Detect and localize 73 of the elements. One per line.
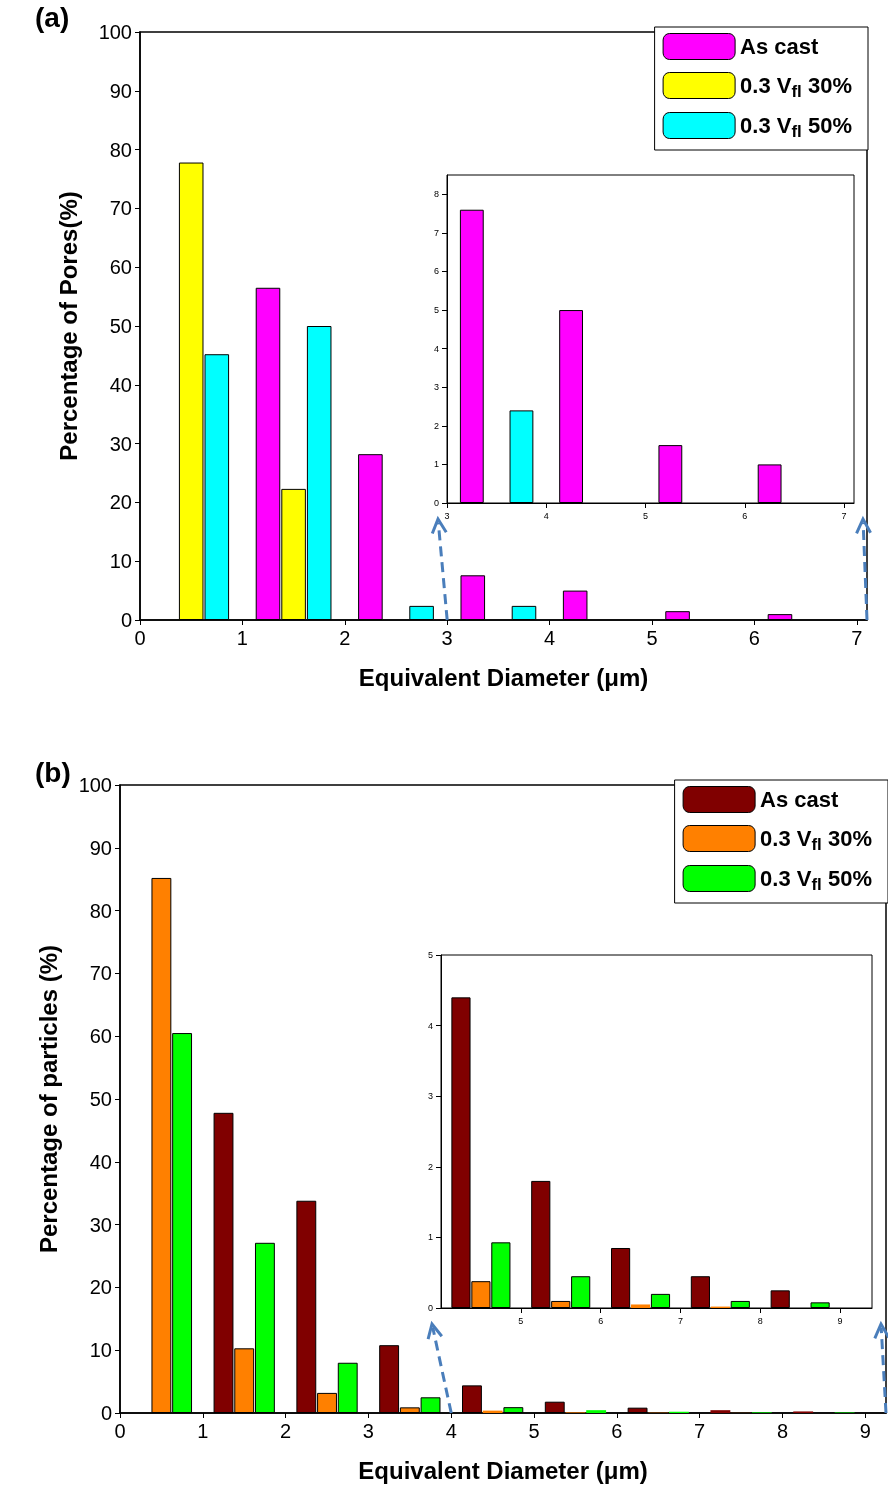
y-tick-label: 80: [89, 899, 112, 922]
y-tick-label: 100: [98, 21, 132, 43]
x-tick-label: 2: [280, 1420, 292, 1442]
y-tick-label: 20: [89, 1276, 112, 1299]
x-tick-label: 8: [776, 1420, 789, 1442]
x-tick-label: 8: [757, 1315, 763, 1326]
y-tick-label: 90: [109, 79, 132, 102]
y-tick-label: 8: [433, 189, 439, 200]
y-tick-label: 1: [433, 459, 439, 470]
y-tick-label: 3: [427, 1091, 433, 1102]
chart-title: (b): [35, 756, 71, 788]
y-tick-label: 2: [427, 1161, 433, 1172]
y-tick-label: 0: [120, 609, 132, 631]
x-tick-label: 2: [339, 627, 351, 649]
y-tick-label: 0: [427, 1303, 433, 1313]
y-tick-label: 30: [89, 1213, 112, 1236]
y-tick-label: 2: [433, 420, 439, 431]
y-tick-label: 50: [89, 1088, 112, 1110]
x-tick-label: 0: [134, 627, 146, 649]
y-tick-label: 20: [109, 491, 132, 514]
y-tick-label: 40: [109, 373, 132, 396]
legend-label: As cast: [760, 787, 840, 812]
x-tick-label: 6: [742, 510, 748, 521]
x-tick-label: 4: [543, 510, 549, 521]
y-tick-label: 0: [433, 498, 439, 508]
x-axis-title: Equivalent Diameter (μm): [358, 1456, 648, 1484]
x-tick-label: 9: [859, 1420, 871, 1442]
y-tick-label: 30: [109, 432, 132, 455]
y-tick-label: 100: [78, 774, 112, 796]
y-axis-title: Percentage of particles (%): [34, 944, 62, 1254]
y-tick-label: 60: [89, 1025, 112, 1048]
y-tick-label: 7: [433, 227, 439, 238]
x-tick-label: 1: [197, 1420, 209, 1442]
y-tick-label: 10: [109, 550, 132, 573]
bar: [710, 1410, 731, 1413]
x-tick-label: 3: [444, 510, 450, 521]
x-tick-label: 7: [677, 1315, 683, 1326]
bar: [586, 1410, 607, 1413]
x-tick-label: 5: [646, 627, 658, 649]
x-tick-label: 6: [598, 1315, 604, 1326]
bar: [630, 1304, 651, 1308]
y-tick-label: 10: [89, 1339, 112, 1362]
x-tick-label: 5: [643, 510, 649, 521]
legend-label: As cast: [740, 34, 820, 59]
y-tick-label: 4: [433, 343, 439, 354]
y-tick-label: 90: [89, 836, 112, 859]
x-tick-label: 3: [362, 1420, 374, 1442]
y-tick-label: 6: [433, 266, 439, 277]
chart-title: (a): [35, 1, 70, 33]
y-tick-label: 1: [427, 1232, 433, 1243]
y-tick-label: 70: [89, 962, 112, 985]
x-tick-label: 7: [851, 627, 863, 649]
y-tick-label: 3: [433, 382, 439, 393]
y-tick-label: 60: [109, 256, 132, 279]
x-tick-label: 6: [611, 1420, 623, 1442]
x-axis-title: Equivalent Diameter (μm): [358, 663, 649, 691]
y-tick-label: 5: [427, 950, 433, 960]
y-tick-label: 80: [109, 138, 132, 161]
y-tick-label: 5: [433, 305, 439, 316]
x-tick-label: 1: [236, 627, 248, 649]
x-tick-label: 7: [841, 510, 847, 521]
y-tick-label: 70: [109, 197, 132, 220]
x-tick-label: 4: [544, 627, 556, 649]
y-axis-title: Percentage of Pores(%): [54, 191, 82, 461]
y-tick-label: 0: [100, 1402, 112, 1424]
x-tick-label: 5: [528, 1420, 540, 1442]
y-tick-label: 40: [89, 1150, 112, 1173]
x-tick-label: 7: [694, 1420, 706, 1442]
x-tick-label: 6: [748, 627, 760, 649]
y-tick-label: 4: [427, 1020, 433, 1031]
y-tick-label: 50: [109, 315, 132, 337]
x-tick-label: 5: [518, 1315, 524, 1326]
x-tick-label: 9: [837, 1315, 843, 1326]
